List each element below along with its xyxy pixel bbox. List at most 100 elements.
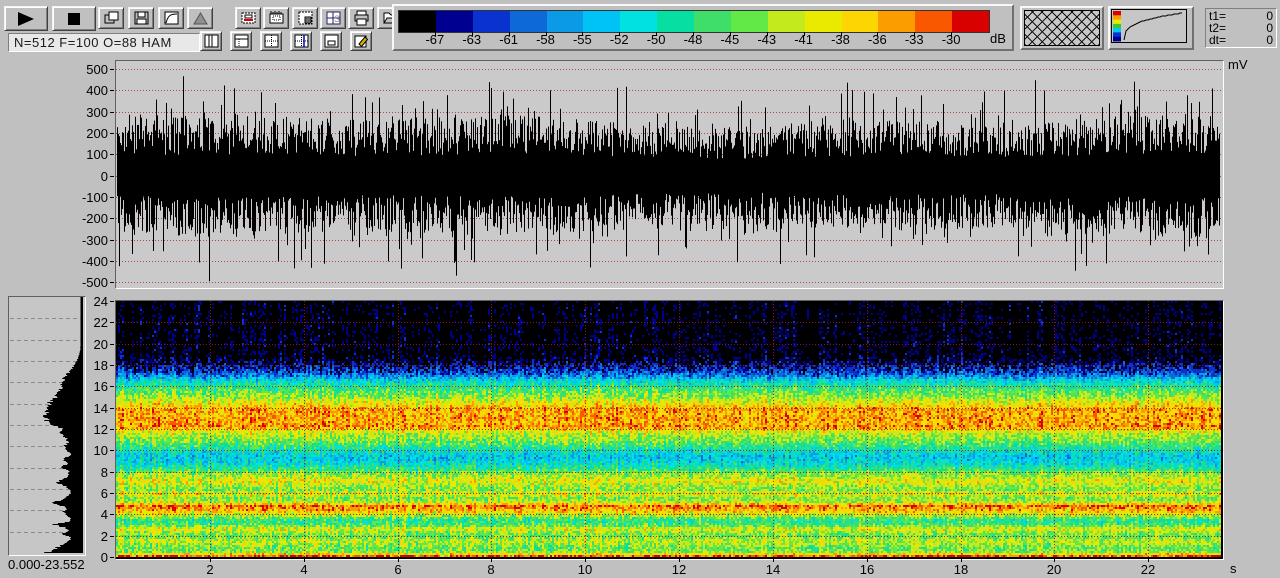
hatch-pattern-button[interactable] (1020, 6, 1104, 50)
edit-button[interactable] (350, 31, 372, 51)
crosshatch-icon (1024, 10, 1100, 46)
waveform-y-tick-label: -300 (81, 233, 108, 248)
window-function-button[interactable] (187, 7, 213, 29)
color-scale-tick (508, 32, 510, 36)
color-scale-bar (398, 10, 990, 33)
spectrogram-y-tick-label: 14 (93, 401, 108, 416)
layout-inner-box-button[interactable] (320, 31, 342, 51)
color-scale-segment (620, 11, 658, 32)
spectrogram-y-tick-label: 10 (93, 443, 108, 458)
color-scale-tick (840, 32, 842, 36)
spectrogram-x-tick (491, 558, 492, 562)
waveform-plot[interactable] (115, 60, 1224, 289)
cursor-readout-row: t2= 0 (1209, 22, 1273, 34)
spectrogram-x-tick-label: 14 (765, 562, 781, 577)
layout-quad-cursor-button[interactable] (290, 31, 312, 51)
waveform-y-tick (110, 133, 114, 134)
cursor-readout-panel: t1= 0 t2= 0 dt= 0 (1205, 8, 1277, 48)
spectrogram-x-tick (585, 558, 586, 562)
hatched-box-icon (298, 11, 312, 25)
layout-left-panel-button[interactable] (200, 31, 222, 51)
fft-settings-status[interactable]: N=512 F=100 O=88 HAM (8, 33, 200, 52)
spectrogram-x-tick-label: 20 (1046, 562, 1062, 577)
spectrogram-y-tick-label: 0 (100, 550, 108, 565)
color-scale-segment (841, 11, 879, 32)
waveform-canvas (116, 61, 1221, 286)
spectrogram-y-tick (110, 557, 114, 558)
layout-top-bar-button[interactable] (230, 31, 252, 51)
save-button[interactable] (128, 7, 154, 29)
waveform-y-tick-label: 0 (100, 169, 108, 184)
color-scale-tick-label: -52 (609, 32, 629, 47)
color-scale-tick-label: -36 (867, 32, 887, 47)
color-scale-tick-label: -45 (720, 32, 740, 47)
color-scale-tick (434, 32, 436, 36)
color-scale-segment (878, 11, 916, 32)
spectrogram-y-tick-label: 6 (100, 486, 108, 501)
transfer-curve-button[interactable] (158, 7, 184, 29)
waveform-y-tick (110, 154, 114, 155)
copy-button[interactable] (98, 7, 124, 29)
cursor-readout-row: dt= 0 (1209, 34, 1273, 46)
spectrogram-plot[interactable] (115, 300, 1224, 560)
color-scale-unit: dB (990, 31, 1006, 46)
waveform-y-tick-label: 200 (86, 126, 108, 141)
layout-left-strip-icon (204, 34, 218, 48)
spectrogram-x-tick (304, 558, 305, 562)
color-scale-tick-label: -38 (831, 32, 850, 47)
spectrogram-y-tick (110, 514, 114, 515)
spectrogram-box-icon (269, 11, 283, 24)
stop-button[interactable] (52, 6, 96, 31)
view-spectrogram-button[interactable] (263, 7, 289, 29)
color-scale-tick-label: -58 (536, 32, 555, 47)
spectrogram-x-tick-label: 18 (953, 562, 969, 577)
spectrogram-y-tick-label: 2 (100, 529, 108, 544)
spectrogram-y-tick-label: 4 (100, 507, 108, 522)
color-scale-tick (619, 32, 621, 36)
view-spectrum-button[interactable]: S (320, 7, 346, 29)
color-scale-tick-label: -48 (683, 32, 703, 47)
color-scale-tick (545, 32, 547, 36)
color-scale-tick-label: -30 (941, 32, 961, 47)
cursor-readout-label: t1= (1209, 9, 1227, 23)
spectrogram-y-tick (110, 450, 114, 451)
print-button[interactable] (348, 7, 374, 29)
waveform-y-tick (110, 90, 114, 91)
waveform-y-tick (110, 240, 114, 241)
color-scale-segment (472, 11, 510, 32)
cursor-readout-value: 0 (1266, 33, 1273, 47)
s-grid-icon: S (326, 11, 340, 25)
spectrogram-y-tick (110, 536, 114, 537)
waveform-y-tick (110, 282, 114, 283)
waveform-y-tick (110, 261, 114, 262)
play-button[interactable] (4, 6, 48, 31)
color-scale-segment (399, 11, 436, 32)
spectrogram-y-tick (110, 408, 114, 409)
cursor-readout-value: 0 (1266, 21, 1273, 35)
view-waveform-button[interactable] (235, 7, 261, 29)
layout-top-bar-icon (234, 34, 248, 48)
spectrogram-x-tick-label: 10 (577, 562, 593, 577)
waveform-y-tick-label: 500 (86, 62, 108, 77)
color-scale-tick (582, 32, 584, 36)
spectrogram-x-tick (679, 558, 680, 562)
spectrogram-x-tick-label: 2 (206, 562, 214, 577)
transfer-curve-icon (1111, 9, 1187, 43)
color-scale-segment (952, 11, 989, 32)
color-scale-tick (729, 32, 731, 36)
spectrogram-x-tick (773, 558, 774, 562)
contrast-curve-button[interactable] (1108, 6, 1194, 50)
spectrogram-x-tick (398, 558, 399, 562)
edit-pencil-icon (354, 35, 368, 48)
average-spectrum-profile-plot[interactable] (8, 296, 86, 556)
color-scale-segment (767, 11, 805, 32)
cursor-readout-row: t1= 0 (1209, 10, 1273, 22)
view-hatch-button[interactable] (292, 7, 318, 29)
color-scale-segment (435, 11, 473, 32)
waveform-y-tick (110, 69, 114, 70)
color-scale-tick (693, 32, 694, 36)
color-scale-segment (657, 11, 694, 32)
spectrogram-y-tick (110, 344, 114, 345)
color-scale-tick-label: -33 (904, 32, 924, 47)
layout-quad-button[interactable] (260, 31, 282, 51)
